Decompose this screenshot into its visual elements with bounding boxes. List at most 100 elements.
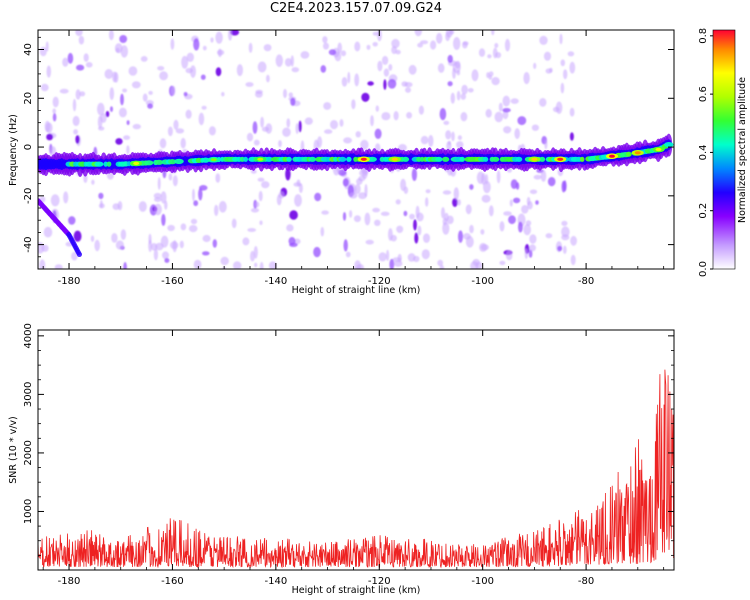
noise-blob: [78, 35, 85, 45]
noise-blob: [59, 88, 69, 94]
noise-blob: [508, 215, 516, 225]
noise-blob: [561, 220, 568, 226]
ridge-inner: [174, 158, 184, 164]
noise-blob: [175, 128, 185, 134]
noise-blob: [46, 65, 52, 78]
noise-blob: [248, 42, 253, 53]
ridge-inner: [419, 156, 425, 162]
noise-blob: [76, 64, 85, 71]
spectrogram-panel: -180 -160 -140 -120 -100 -80 40 20 0 -20 -40 Heigh…: [8, 29, 675, 296]
noise-blob: [212, 239, 217, 248]
noise-blob: [323, 42, 329, 50]
noise-blob: [46, 133, 53, 141]
noise-blob: [214, 204, 219, 217]
noise-blob: [452, 198, 458, 207]
noise-blob: [73, 129, 78, 135]
noise-blob: [539, 98, 547, 107]
x-tick-label: -80: [578, 276, 594, 287]
noise-blob: [198, 188, 203, 201]
colorbar: 0.0 0.2 0.4 0.6 0.8 Normalized spectral ampl…: [698, 28, 748, 277]
ridge-inner: [106, 161, 112, 167]
noise-blob: [483, 180, 491, 194]
ridge-inner: [515, 156, 523, 162]
noise-blob: [361, 92, 370, 102]
noise-blob: [380, 211, 390, 216]
noise-blob: [263, 44, 272, 52]
noise-blob: [467, 88, 474, 93]
noise-blob: [514, 128, 520, 140]
noise-blob: [167, 126, 173, 137]
noise-blob: [453, 37, 461, 50]
noise-blob: [383, 79, 387, 90]
noise-blob: [198, 112, 205, 126]
y-tick-label: -20: [23, 188, 34, 204]
noise-blob: [72, 115, 80, 127]
noise-blob: [160, 191, 167, 204]
noise-blob: [561, 180, 566, 193]
noise-blob: [411, 168, 417, 181]
noise-blob: [481, 194, 491, 203]
noise-blob: [356, 264, 364, 269]
noise-blob: [111, 233, 118, 243]
noise-blob: [250, 169, 257, 174]
ridge-peak-core: [655, 147, 662, 152]
noise-blob: [465, 236, 474, 248]
noise-blob: [448, 30, 455, 35]
noise-blob: [527, 201, 533, 210]
noise-blob: [395, 49, 401, 55]
noise-blob: [461, 84, 468, 95]
ridge-inner: [154, 159, 164, 165]
noise-blob: [509, 199, 513, 207]
noise-blob: [349, 192, 358, 199]
noise-blob: [510, 179, 518, 190]
noise-blob: [403, 186, 409, 194]
noise-blob: [347, 71, 351, 84]
noise-blob: [404, 82, 413, 88]
noise-blob: [460, 112, 468, 122]
noise-blob: [415, 205, 420, 219]
noise-blob: [328, 49, 337, 56]
noise-blob: [142, 93, 148, 102]
noise-blob: [202, 45, 207, 51]
noise-blob: [383, 68, 390, 77]
x-tick-label: -80: [578, 576, 594, 587]
noise-blob: [233, 261, 242, 269]
noise-blob: [378, 252, 387, 262]
noise-blob: [398, 144, 407, 152]
noise-blob: [185, 109, 192, 119]
noise-blob: [108, 30, 114, 41]
noise-blob: [75, 30, 83, 37]
noise-blob: [289, 210, 298, 220]
noise-blob: [288, 237, 296, 246]
noise-blob: [94, 239, 100, 252]
noise-blob: [559, 33, 563, 45]
noise-blob: [115, 47, 120, 53]
noise-blob: [531, 124, 540, 131]
noise-blob: [521, 205, 529, 214]
noise-blob: [62, 57, 69, 67]
noise-blob: [97, 102, 105, 116]
noise-blob: [153, 248, 158, 261]
noise-blob: [502, 95, 511, 107]
noise-blob: [167, 224, 175, 232]
noise-blob: [525, 220, 532, 226]
noise-blob: [499, 221, 505, 232]
noise-blob: [445, 31, 450, 42]
noise-blob: [533, 174, 542, 180]
noise-blob: [39, 259, 46, 269]
noise-blob: [50, 194, 60, 207]
noise-blob: [250, 208, 260, 213]
noise-blob: [370, 115, 374, 127]
ridge-inner: [308, 156, 317, 162]
noise-blob: [453, 187, 459, 201]
noise-blob: [396, 225, 404, 233]
noise-blob: [68, 216, 76, 225]
noise-blob: [353, 215, 361, 223]
noise-blob: [442, 190, 452, 195]
noise-blob: [561, 226, 570, 238]
noise-blob: [437, 63, 445, 73]
noise-blob: [148, 233, 152, 245]
noise-blob: [221, 92, 225, 97]
noise-blob: [499, 260, 506, 266]
noise-blob: [408, 64, 417, 75]
